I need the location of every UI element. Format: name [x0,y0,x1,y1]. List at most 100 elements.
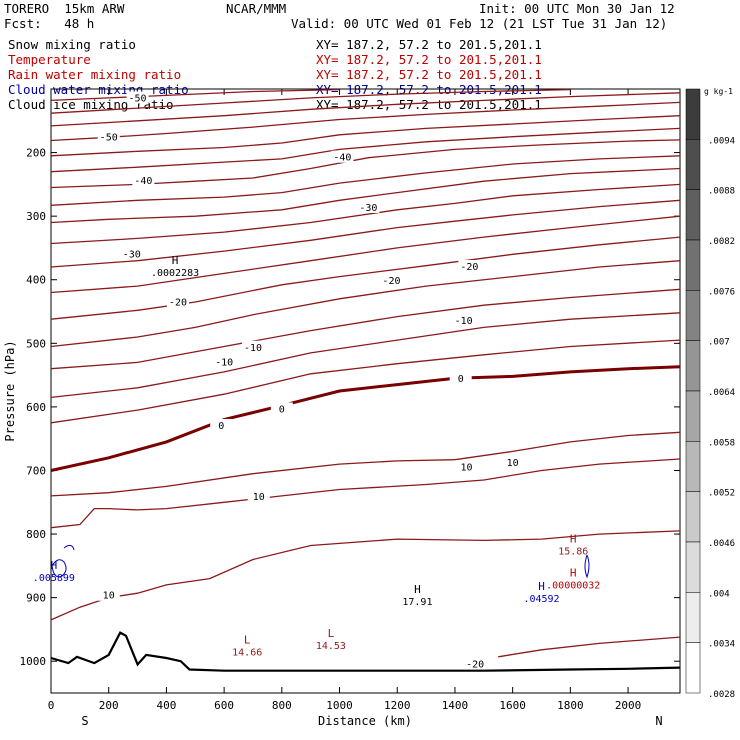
isotherm-line [50,139,681,189]
isotherm-line [50,431,681,497]
extremum-marker: H [414,583,421,596]
terrain-line [50,631,681,672]
colorbar-box [685,592,701,643]
colorbar-box [685,139,701,190]
contour-label: -40 [134,176,152,187]
cloud-water-contour [584,554,590,579]
x-tick-label: 800 [272,699,292,712]
extremum-marker: H [51,559,58,572]
x-tick-label: 1400 [442,699,469,712]
x-tick-label: 1200 [384,699,411,712]
y-tick-label: 500 [26,337,46,350]
cloud-water-contour [51,559,67,578]
field-xy-range: XY= 187.2, 57.2 to 201.5,201.1 [316,52,542,67]
field-name: Snow mixing ratio [8,37,136,52]
colorbar-tick-label: .0064 [708,388,735,398]
colorbar-box [685,441,701,492]
extremum-marker: L [244,633,251,646]
y-tick-label: 900 [26,592,46,605]
contour-label: 10 [253,492,265,503]
contour-label: -10 [244,343,262,354]
isotherm-line [50,260,681,348]
contour-label: -20 [466,659,484,670]
isotherm-line [50,312,681,399]
north-endpoint-label: N [655,714,662,728]
x-tick-label: 600 [214,699,234,712]
isotherm-line [50,155,681,206]
extremum-marker: H [570,532,577,545]
isotherm-line [50,88,571,114]
extremum-value: .00000032 [546,581,600,592]
x-axis-label: Distance (km) [318,714,412,728]
isotherm-line [50,92,681,127]
contour-label-bg [458,260,481,273]
extremum-value: .005899 [33,573,75,584]
isotherm-line [50,339,681,424]
colorbar-box [685,642,701,694]
contour-label-bg [241,340,264,353]
field-name: Temperature [8,52,91,67]
isotherm-line [50,288,681,370]
isotherm-line [50,115,681,157]
colorbar-box [685,390,701,442]
contour-label: -20 [169,298,187,309]
contour-label-bg [464,657,487,670]
isotherm-line [50,183,681,245]
colorbar-tick-label: .0088 [708,187,735,197]
colorbar-tick-label: .0046 [708,539,735,549]
isotherm-line [50,199,681,268]
contour-label-bg [97,130,120,143]
contour-label: -20 [460,262,478,273]
contour-label-bg [120,247,143,260]
extremum-value: 14.53 [316,641,346,652]
isotherm-line [498,636,681,658]
contour-label-bg [166,295,189,308]
contour-label-bg [449,371,472,384]
x-tick-label: 0 [48,699,55,712]
y-tick-label: 300 [26,210,46,223]
init-time: Init: 00 UTC Mon 30 Jan 12 [479,1,675,16]
colorbar-tick-label: .0076 [708,287,735,297]
contour-label-bg [126,91,149,104]
contour-label-bg [97,588,120,601]
isotherm-line [50,127,681,173]
contour-label: -20 [382,276,400,287]
colorbar-tick-label: .007 [708,338,730,348]
contour-label: 10 [460,462,472,473]
colorbar-box [685,88,701,140]
contour-label-bg [132,174,155,187]
x-tick-label: 1800 [557,699,584,712]
contour-label: 0 [218,421,224,432]
colorbar-box [685,491,701,543]
model-title: TORERO 15km ARW [4,1,125,16]
freezing-level-line [50,365,681,472]
extremum-marker: L [328,627,335,640]
contour-label: -10 [215,357,233,368]
contour-label-bg [455,460,478,473]
isotherm-line [50,530,681,621]
contour-label-bg [357,200,380,213]
contour-label-bg [380,274,403,287]
contour-label-bg [213,355,236,368]
field-xy-range: XY= 187.2, 57.2 to 201.5,201.1 [316,37,542,52]
y-tick-label: 700 [26,464,46,477]
contour-label-bg [270,402,293,415]
y-tick-label: 600 [26,401,46,414]
colorbar-box [685,340,701,392]
isotherm-line [50,215,681,294]
y-tick-label: 800 [26,528,46,541]
colorbar-box [685,239,701,291]
contour-label-bg [501,455,524,468]
extremum-marker: H [538,580,545,593]
contour-label-bg [331,150,354,163]
colorbar-tick-label: .0052 [708,489,735,499]
x-tick-label: 1600 [499,699,526,712]
extremum-value: 14.66 [232,647,262,658]
extremum-value: 15.86 [558,546,588,557]
colorbar-tick-label: .0028 [708,690,735,700]
contour-label-bg [210,418,233,431]
plot-frame [50,88,681,694]
extremum-marker: H [172,254,179,267]
center-name: NCAR/MMM [226,1,287,16]
valid-time: Valid: 00 UTC Wed 01 Feb 12 (21 LST Tue … [291,16,668,31]
